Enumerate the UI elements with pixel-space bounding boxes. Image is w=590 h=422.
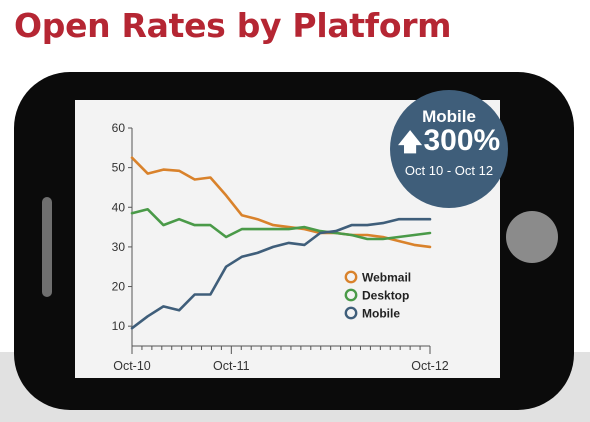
badge-value-row: 🡅300%: [390, 124, 508, 166]
y-tick-label: 30: [112, 240, 126, 254]
mobile-growth-badge: Mobile 🡅300% Oct 10 - Oct 12: [390, 90, 508, 208]
y-tick-label: 50: [112, 161, 126, 175]
legend-marker-webmail: [344, 270, 358, 284]
x-tick-label: Oct-11: [213, 359, 250, 373]
y-tick-label: 10: [112, 319, 126, 333]
series-line-desktop: [130, 208, 432, 241]
series-line-mobile: [130, 217, 432, 330]
x-tick-label: Oct-12: [411, 359, 449, 373]
badge-title: Mobile: [422, 107, 476, 126]
y-tick-label: 20: [112, 280, 126, 294]
phone-side-button: [42, 197, 52, 297]
line-chart: 10 20 30 40 50 60 Oct-10 Oct-11 Oct-12 Webmail Des…: [112, 121, 449, 373]
legend-label: Webmail: [362, 271, 411, 285]
y-tick-label: 60: [112, 121, 126, 135]
legend-label: Mobile: [362, 307, 400, 321]
page-title: Open Rates by Platform: [14, 6, 452, 45]
series-line-webmail: [130, 156, 432, 249]
legend-label: Desktop: [362, 289, 409, 303]
up-arrow-icon: 🡅: [397, 129, 423, 156]
badge-value: 300%: [423, 124, 501, 157]
legend-marker-mobile: [344, 306, 358, 320]
legend-marker-desktop: [344, 288, 358, 302]
phone-home-button: [506, 211, 558, 263]
badge-date-range: Oct 10 - Oct 12: [404, 163, 494, 178]
x-tick-label: Oct-10: [113, 359, 151, 373]
y-tick-label: 40: [112, 200, 126, 214]
